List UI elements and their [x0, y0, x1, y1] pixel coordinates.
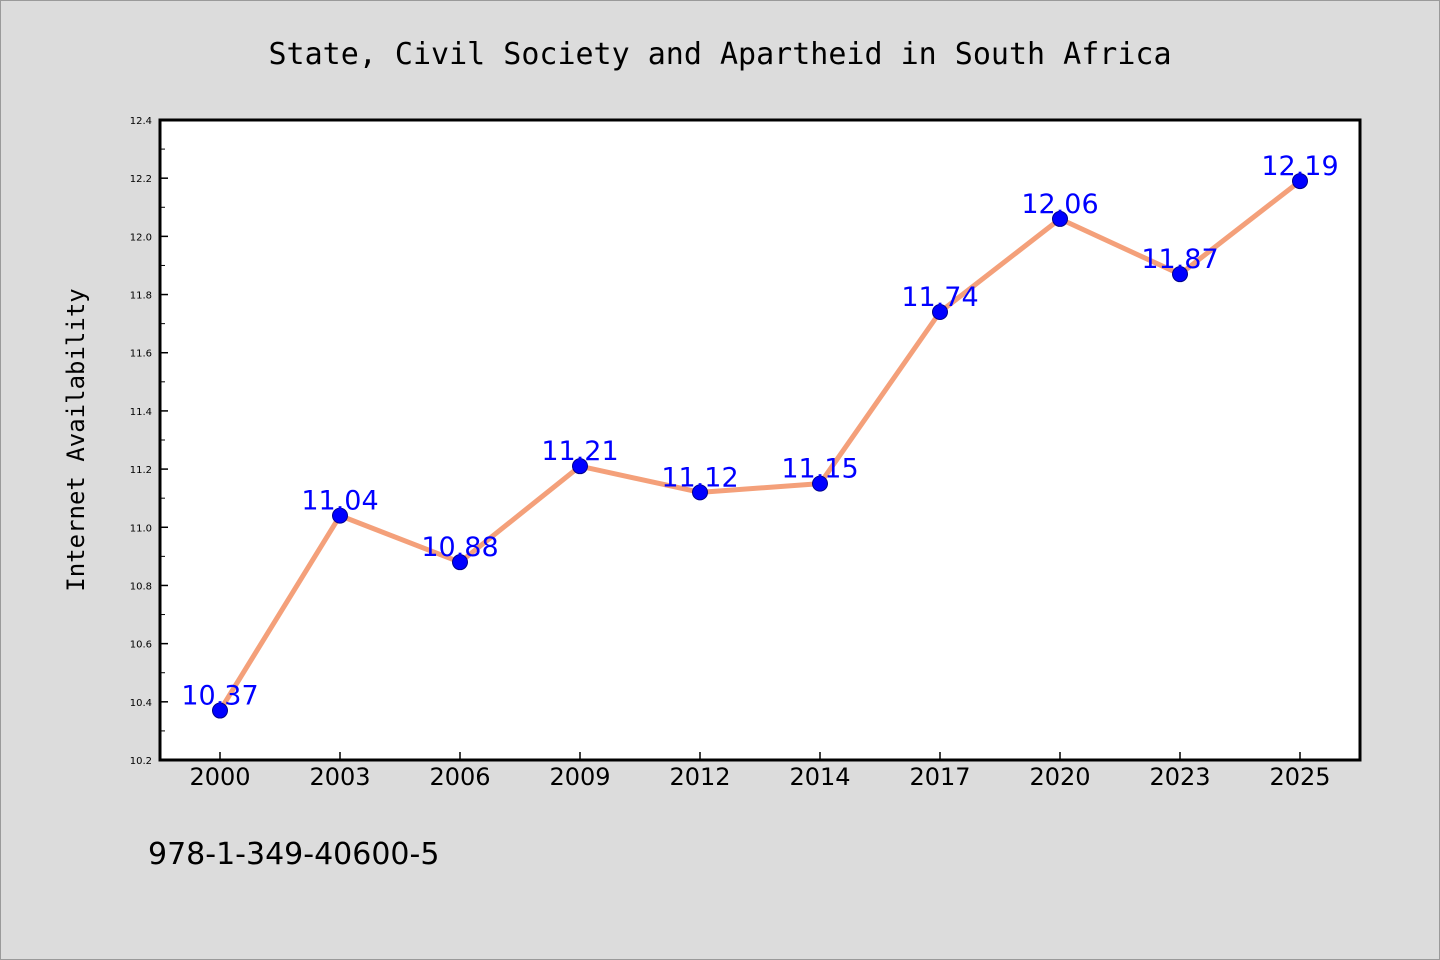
y-tick-label: 12.0: [130, 232, 152, 243]
y-tick-label: 10.4: [130, 698, 152, 709]
y-axis-ticks: 10.2 10.4 10.6 10.8 11.0 11.2 11.4 11.6 11.8 12.0…: [130, 116, 168, 767]
data-label: 12.06: [1021, 189, 1098, 220]
data-label: 11.87: [1141, 244, 1218, 275]
data-point: [332, 507, 348, 524]
data-point: [452, 554, 468, 571]
y-tick-label: 11.2: [130, 465, 152, 476]
data-point: [212, 702, 228, 719]
x-axis-ticks: 2000 2003 2006 2009 2012 2014 2017 2020 2023 2025: [189, 752, 1331, 791]
x-tick-label: 2025: [1269, 763, 1330, 791]
y-tick-label: 11.6: [130, 349, 152, 360]
isbn-text: 978-1-349-40600-5: [148, 837, 439, 872]
x-tick-label: 2003: [309, 763, 370, 791]
y-tick-label: 10.8: [130, 581, 152, 592]
data-label: 11.74: [901, 282, 978, 313]
data-label: 12.19: [1261, 151, 1338, 182]
data-label: 11.04: [301, 486, 378, 517]
data-label: 11.21: [541, 436, 618, 467]
series-group: 10.37 11.04 10.88 11.21 11.12 11.15 11.74 12.06…: [181, 151, 1339, 719]
x-tick-label: 2014: [789, 763, 850, 791]
data-label: 11.12: [661, 462, 738, 493]
y-axis-label: Internet Availability: [62, 288, 90, 591]
data-point: [572, 458, 588, 475]
x-tick-label: 2012: [669, 763, 730, 791]
x-tick-label: 2020: [1029, 763, 1090, 791]
data-point: [1052, 210, 1068, 227]
y-tick-label: 10.2: [130, 756, 152, 767]
data-point: [1292, 173, 1308, 190]
y-tick-label: 11.8: [130, 291, 152, 302]
y-tick-label: 12.4: [130, 116, 152, 127]
chart-title: State, Civil Society and Apartheid in So…: [268, 37, 1171, 72]
data-point: [692, 484, 708, 501]
data-label: 10.37: [181, 681, 258, 712]
y-tick-label: 10.6: [130, 640, 152, 651]
data-point: [932, 304, 948, 320]
y-tick-label: 11.0: [130, 523, 152, 534]
x-tick-label: 2006: [429, 763, 490, 791]
x-tick-label: 2000: [189, 763, 250, 791]
x-tick-label: 2023: [1149, 763, 1210, 791]
data-point: [1172, 266, 1188, 283]
y-tick-label: 12.2: [130, 174, 152, 185]
plot-area: [158, 118, 1362, 762]
x-tick-label: 2017: [909, 763, 970, 791]
y-tick-label: 11.4: [130, 407, 152, 418]
data-label: 10.88: [421, 532, 498, 563]
data-point: [812, 475, 828, 492]
data-label: 11.15: [781, 454, 858, 485]
series-line: [217, 179, 1302, 712]
x-tick-label: 2009: [549, 763, 610, 791]
